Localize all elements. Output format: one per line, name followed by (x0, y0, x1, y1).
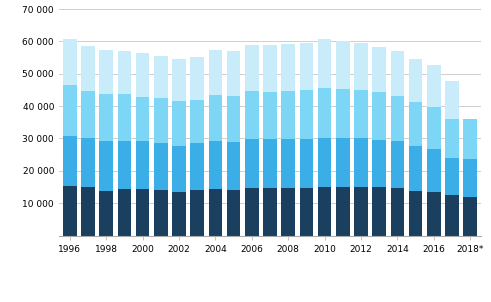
Bar (391, 188, 404, 236)
Bar (318, 138, 331, 187)
Bar (445, 119, 459, 158)
Bar (354, 187, 368, 236)
Bar (263, 140, 277, 188)
Bar (445, 195, 459, 236)
Bar (191, 57, 204, 100)
Bar (99, 191, 113, 236)
Bar (81, 138, 95, 187)
Bar (118, 141, 131, 189)
Bar (409, 102, 422, 146)
Bar (209, 95, 222, 141)
Bar (209, 141, 222, 189)
Bar (427, 192, 441, 236)
Bar (227, 142, 241, 190)
Bar (154, 98, 167, 143)
Bar (318, 187, 331, 236)
Bar (245, 188, 259, 236)
Bar (263, 45, 277, 92)
Bar (99, 95, 113, 141)
Bar (209, 50, 222, 95)
Bar (191, 100, 204, 143)
Bar (300, 139, 313, 188)
Bar (154, 190, 167, 236)
Bar (281, 91, 295, 139)
Bar (245, 45, 259, 91)
Bar (154, 143, 167, 190)
Bar (373, 47, 386, 92)
Bar (81, 187, 95, 236)
Bar (172, 59, 186, 101)
Bar (281, 188, 295, 236)
Bar (99, 141, 113, 191)
Bar (409, 59, 422, 102)
Bar (191, 190, 204, 236)
Bar (373, 140, 386, 187)
Bar (336, 137, 350, 187)
Bar (445, 81, 459, 119)
Bar (154, 56, 167, 98)
Bar (245, 91, 259, 139)
Bar (373, 92, 386, 140)
Bar (227, 96, 241, 142)
Bar (172, 101, 186, 146)
Bar (172, 191, 186, 236)
Bar (427, 149, 441, 192)
Bar (281, 44, 295, 91)
Bar (63, 85, 77, 136)
Bar (136, 189, 149, 236)
Bar (63, 38, 77, 85)
Bar (172, 146, 186, 191)
Bar (136, 53, 149, 97)
Bar (464, 159, 477, 197)
Bar (118, 51, 131, 95)
Bar (318, 39, 331, 88)
Bar (281, 139, 295, 188)
Bar (318, 88, 331, 138)
Bar (300, 43, 313, 90)
Bar (427, 65, 441, 107)
Bar (136, 141, 149, 189)
Bar (300, 90, 313, 139)
Bar (391, 96, 404, 141)
Bar (354, 43, 368, 90)
Bar (445, 158, 459, 195)
Bar (300, 188, 313, 236)
Bar (464, 197, 477, 236)
Bar (391, 51, 404, 96)
Bar (336, 89, 350, 137)
Bar (409, 146, 422, 191)
Bar (409, 191, 422, 236)
Bar (245, 139, 259, 188)
Bar (136, 97, 149, 141)
Bar (336, 41, 350, 89)
Bar (81, 46, 95, 91)
Bar (63, 186, 77, 236)
Bar (227, 190, 241, 236)
Bar (118, 189, 131, 236)
Bar (354, 139, 368, 187)
Bar (336, 187, 350, 236)
Bar (81, 91, 95, 138)
Bar (191, 143, 204, 190)
Bar (227, 51, 241, 96)
Bar (391, 141, 404, 188)
Bar (263, 92, 277, 140)
Bar (373, 187, 386, 236)
Bar (354, 90, 368, 139)
Bar (263, 188, 277, 236)
Bar (63, 136, 77, 186)
Bar (99, 50, 113, 95)
Bar (118, 95, 131, 141)
Bar (427, 107, 441, 149)
Bar (464, 119, 477, 159)
Bar (209, 189, 222, 236)
